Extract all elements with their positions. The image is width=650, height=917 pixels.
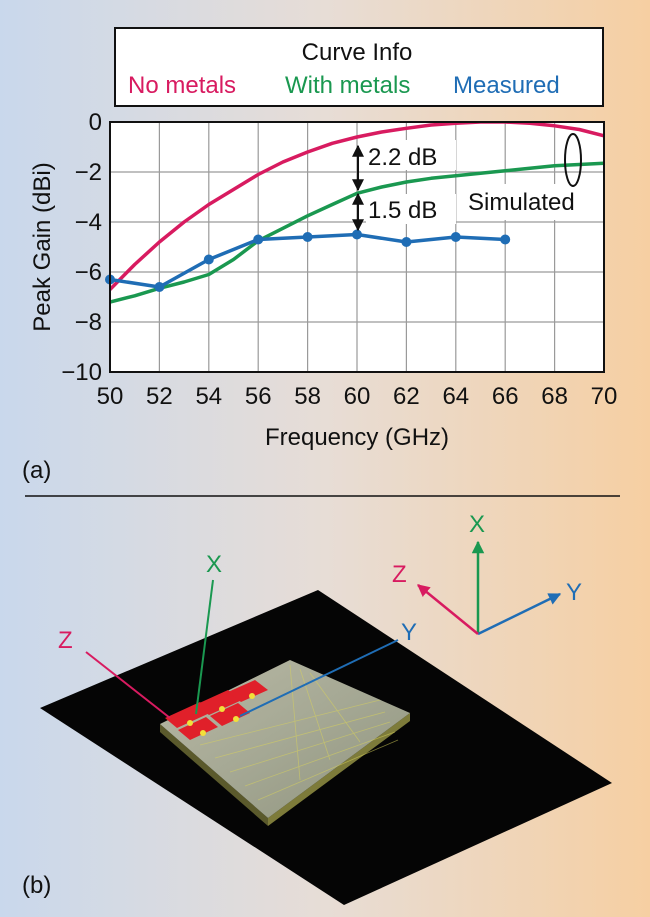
legend-entry-no-metals: No metals [128, 72, 236, 99]
legend-box [114, 27, 604, 107]
panel-a-label: (a) [22, 457, 51, 484]
point-measured-58 [302, 232, 313, 242]
legend-entry-measured: Measured [453, 72, 560, 99]
point-measured-66 [500, 234, 511, 245]
chip-substrate-side [160, 724, 268, 826]
annotation-label-bg-2-2db [366, 140, 456, 170]
y-axis-label: Peak Gain (dBi) [29, 162, 56, 331]
x-tick-label-56: 56 [245, 383, 272, 410]
y-tick-label-0: 0 [89, 109, 102, 136]
model-label-y: Y [401, 619, 417, 646]
annotation-1-5db: 1.5 dB [368, 197, 437, 224]
triad-z-arrow [417, 584, 479, 635]
legend-entry-with-metals: With metals [285, 72, 410, 99]
plot-frame [109, 121, 605, 373]
y-tick-labels: 0 −2 −4 −6 −8 −10 [61, 109, 102, 386]
x-tick-label-50: 50 [97, 383, 124, 410]
coordinate-triad: X Y Z [392, 511, 582, 636]
x-tick-label-60: 60 [344, 383, 371, 410]
point-measured-62 [401, 237, 412, 247]
plot-area: 2.2 dB 1.5 dB Simulated [105, 121, 605, 373]
x-tick-labels: 50 52 54 56 58 60 62 64 66 68 70 [97, 383, 618, 410]
x-tick-label-64: 64 [442, 383, 469, 410]
y-tick-label--2: −2 [75, 159, 102, 186]
x-tick-label-70: 70 [591, 383, 618, 410]
model-label-z: Z [58, 627, 73, 654]
annotation-2-2db: 2.2 dB [368, 144, 437, 171]
annotation-label-bg-1-5db [366, 194, 456, 224]
x-tick-label-52: 52 [146, 383, 173, 410]
point-measured-56 [253, 234, 264, 245]
x-tick-label-68: 68 [541, 383, 568, 410]
pointer-z [85, 651, 171, 719]
x-tick-label-54: 54 [195, 383, 222, 410]
annotation-label-bg-simulated [463, 184, 599, 220]
chip-substrate-side-right [268, 713, 410, 826]
pointer-y [239, 639, 399, 717]
annotation-simulated: Simulated [468, 189, 575, 216]
triad-y-arrow [477, 592, 562, 636]
y-tick-label--4: −4 [75, 209, 102, 236]
point-measured-64 [450, 232, 461, 242]
triad-label-z: Z [392, 561, 407, 588]
antenna-patches [165, 680, 268, 740]
legend: Curve Info No metals With metals Measure… [114, 27, 604, 107]
y-tick-label--6: −6 [75, 259, 102, 286]
model-label-x: X [206, 551, 222, 578]
panel-b-label: (b) [22, 872, 51, 899]
x-tick-label-58: 58 [294, 383, 321, 410]
point-measured-52 [154, 282, 165, 292]
triad-label-y: Y [566, 579, 582, 606]
markers-layer [105, 229, 511, 292]
x-tick-label-66: 66 [492, 383, 519, 410]
y-tick-label--10: −10 [61, 359, 102, 386]
x-axis-label: Frequency (GHz) [265, 424, 449, 451]
point-measured-54 [203, 254, 214, 265]
x-tick-label-62: 62 [393, 383, 420, 410]
chip-traces [199, 664, 399, 801]
point-measured-60 [352, 229, 362, 240]
y-tick-label--8: −8 [75, 309, 102, 336]
legend-title: Curve Info [302, 39, 413, 66]
pointer-x [195, 579, 214, 715]
simulated-ellipse [564, 133, 582, 187]
model-illustration: Z X Y [40, 551, 612, 905]
triad-label-x: X [469, 511, 485, 538]
